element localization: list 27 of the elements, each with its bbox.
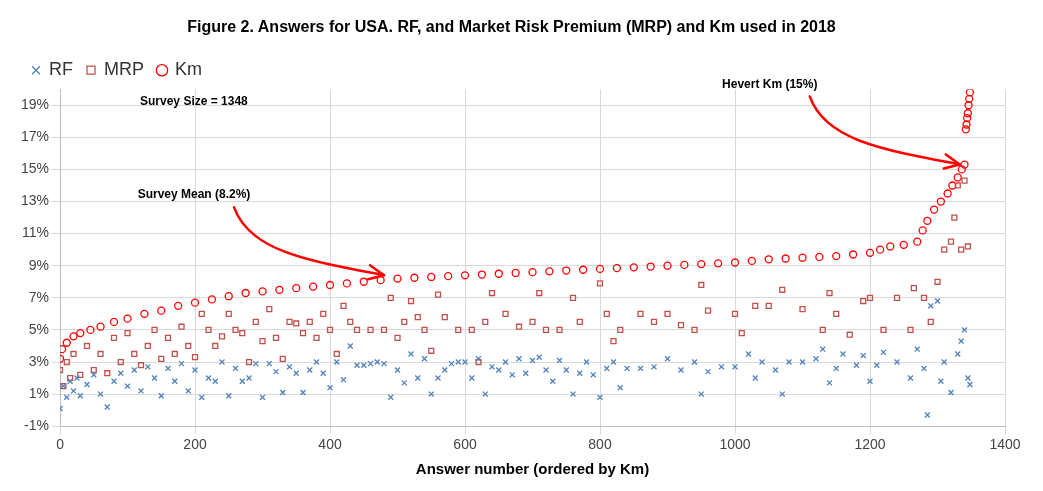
x-tick-label: 1000	[719, 436, 751, 453]
x-tick-label: 400	[318, 436, 342, 453]
y-tick-label: 19%	[20, 96, 50, 113]
legend-label: Km	[174, 59, 202, 80]
x-tick-label: 800	[588, 436, 612, 453]
x-tick-label: 1400	[989, 436, 1021, 453]
y-tick-label: 11%	[22, 224, 50, 241]
x-tick-label: 200	[183, 436, 207, 453]
y-tick-label: 7%	[28, 288, 50, 305]
x-tick-label: 600	[453, 436, 477, 453]
annotation: Survey Size = 1348	[140, 93, 249, 108]
x-tick-label: 0	[56, 436, 65, 453]
y-tick-label: 1%	[28, 384, 50, 401]
annotation: Hevert Km (15%)	[722, 76, 818, 91]
annotation: Survey Mean (8.2%)	[137, 187, 251, 202]
legend-label: MRP	[103, 59, 144, 80]
y-tick-label: 13%	[20, 192, 50, 209]
y-tick-label: 3%	[28, 352, 50, 369]
x-tick-label: 1200	[854, 436, 886, 453]
y-tick-label: 17%	[20, 128, 50, 145]
y-tick-label: 15%	[20, 160, 50, 177]
x-axis-title: Answer number (ordered by Km)	[415, 460, 650, 478]
chart-title: Figure 2. Answers for USA. RF, and Market Risk Premium (MRP) and Km used in 2018	[187, 18, 836, 36]
y-tick-label: -1%	[24, 417, 50, 434]
y-tick-label: 5%	[28, 320, 50, 337]
legend-label: RF	[49, 59, 73, 80]
y-tick-label: 9%	[28, 256, 50, 273]
